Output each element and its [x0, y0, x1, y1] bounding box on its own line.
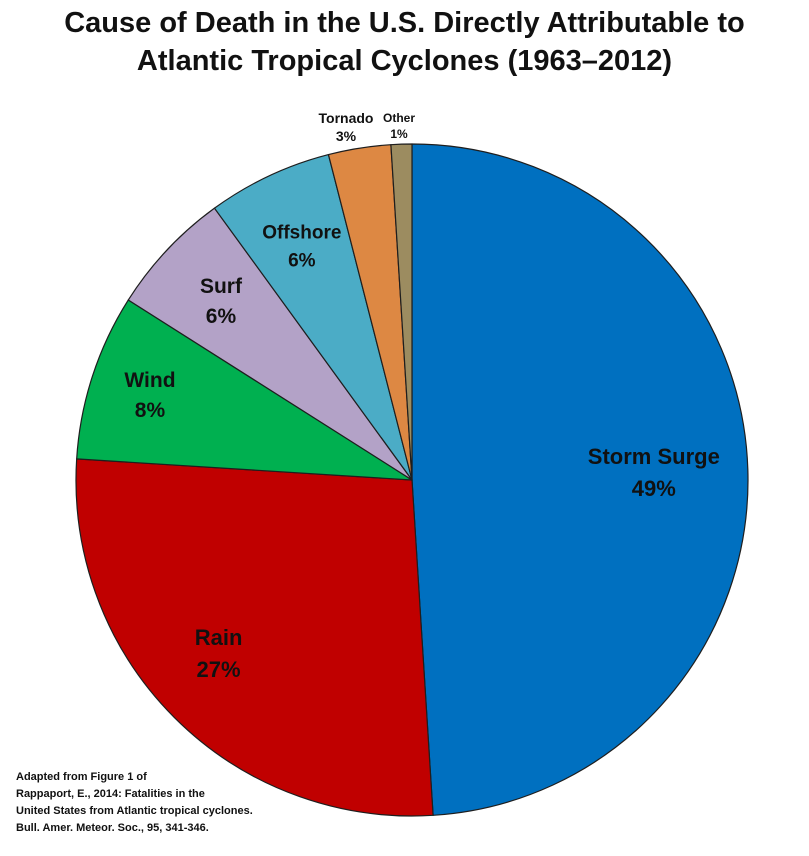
source-note-line-1: Adapted from Figure 1 of — [16, 771, 147, 783]
slice-percent-storm-surge: 49% — [632, 476, 676, 501]
pie-slice-rain — [75, 458, 434, 817]
slice-label-wind: Wind — [124, 369, 175, 392]
slice-percent-wind: 8% — [135, 399, 166, 422]
slice-label-other: Other — [383, 111, 415, 125]
slice-label-rain: Rain — [195, 625, 243, 650]
pie-slice-wind — [76, 299, 413, 481]
slice-label-surf: Surf — [200, 275, 243, 298]
pie-slice-other — [390, 143, 413, 481]
chart-title-line-1: Cause of Death in the U.S. Directly Attr… — [64, 7, 745, 39]
pie-slice-offshore — [213, 153, 413, 481]
slice-label-offshore: Offshore — [262, 223, 341, 244]
slice-percent-other: 1% — [390, 127, 408, 141]
pie-slice-storm-surge — [411, 143, 749, 816]
slice-label-storm-surge: Storm Surge — [588, 444, 720, 469]
source-note: Adapted from Figure 1 of Rappaport, E., … — [16, 769, 253, 837]
chart-title: Cause of Death in the U.S. Directly Attr… — [0, 4, 809, 80]
slice-label-tornado: Tornado — [319, 110, 374, 126]
slice-percent-surf: 6% — [206, 305, 237, 328]
source-note-line-4: Bull. Amer. Meteor. Soc., 95, 341-346. — [16, 822, 209, 834]
slice-percent-rain: 27% — [197, 657, 241, 682]
slice-percent-tornado: 3% — [336, 128, 357, 144]
chart-title-line-2: Atlantic Tropical Cyclones (1963–2012) — [136, 45, 673, 77]
slice-percent-offshore: 6% — [288, 251, 316, 272]
source-note-line-2: Rappaport, E., 2014: Fatalities in the — [16, 788, 205, 800]
source-note-line-3: United States from Atlantic tropical cyc… — [16, 805, 253, 817]
pie-slice-surf — [127, 207, 413, 481]
